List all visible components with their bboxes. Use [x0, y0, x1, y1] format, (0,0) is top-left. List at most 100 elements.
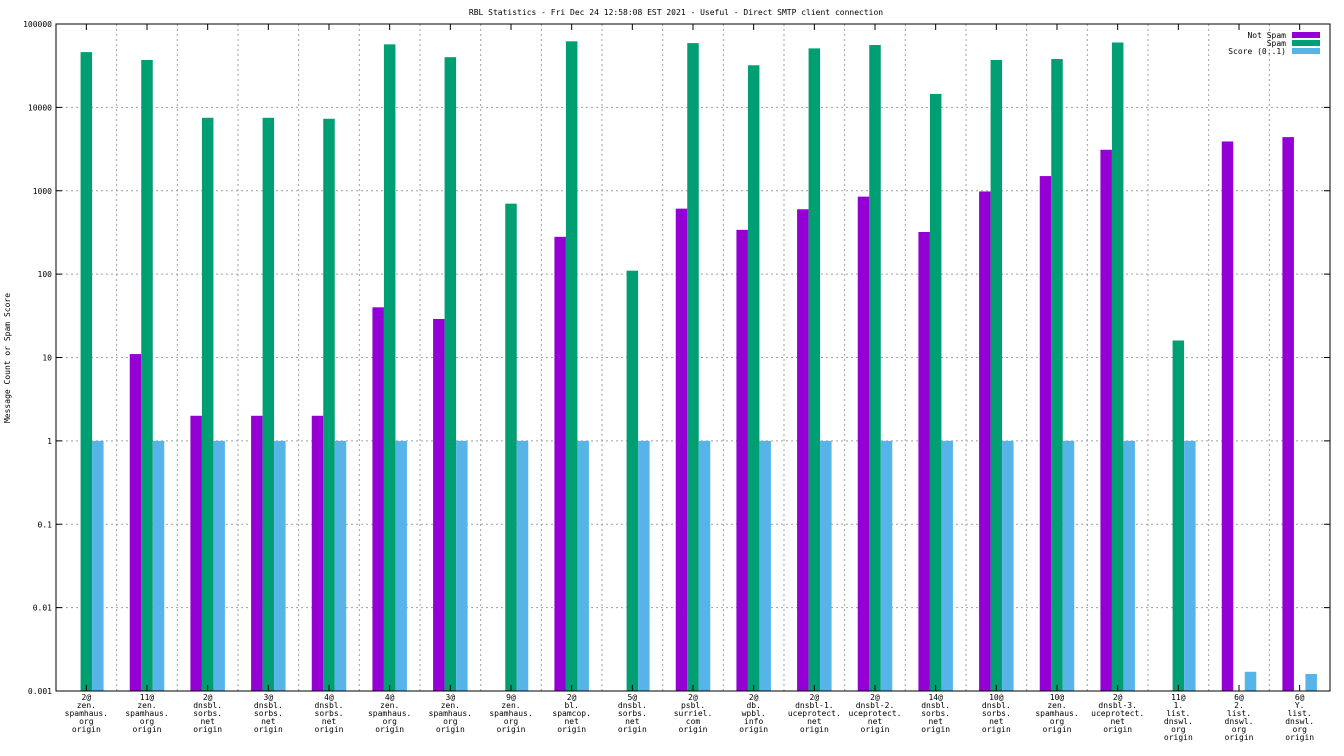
- x-tick-label: spamhaus.: [429, 709, 472, 718]
- x-tick-label: origin: [1225, 733, 1254, 742]
- bar-not-spam: [1039, 176, 1052, 692]
- legend-swatch: [1292, 40, 1320, 46]
- bar-score-0-1: [1062, 440, 1075, 691]
- x-tick-label: net: [564, 717, 579, 726]
- x-tick-label: spamcop.: [552, 709, 591, 718]
- x-tick-label: origin: [982, 725, 1011, 734]
- bar-spam: [505, 203, 517, 691]
- x-tick-label: uceprotect.: [849, 709, 902, 718]
- x-tick-label: dnswl.: [1164, 717, 1193, 726]
- x-tick-label: net: [200, 717, 215, 726]
- bar-not-spam: [918, 232, 930, 691]
- x-tick-label: dnsbl.: [254, 701, 283, 710]
- x-tick-label: 3@: [446, 693, 456, 702]
- x-tick-label: spamhaus.: [368, 709, 411, 718]
- y-tick-label: 10: [42, 354, 52, 363]
- bar-score-0-1: [516, 440, 529, 691]
- x-tick-label: origin: [1164, 733, 1193, 742]
- x-tick-label: org: [1171, 725, 1186, 734]
- x-tick-label: zen.: [1047, 701, 1066, 710]
- x-tick-label: zen.: [501, 701, 520, 710]
- bar-not-spam: [979, 191, 991, 692]
- x-tick-label: dnswl.: [1225, 717, 1254, 726]
- chart-title: RBL Statistics - Fri Dec 24 12:58:08 EST…: [469, 8, 883, 17]
- y-tick-label: 0.01: [33, 604, 52, 613]
- x-tick-label: sorbs.: [254, 709, 283, 718]
- x-tick-label: 5@: [628, 693, 638, 702]
- x-tick-label: zen.: [77, 701, 96, 710]
- bar-score-0-1: [152, 440, 165, 691]
- bar-score-0-1: [1305, 673, 1317, 691]
- x-tick-label: org: [140, 717, 155, 726]
- x-tick-label: 4@: [385, 693, 395, 702]
- x-tick-label: zen.: [441, 701, 460, 710]
- bar-spam: [1172, 340, 1185, 691]
- x-tick-label: origin: [1103, 725, 1132, 734]
- y-tick-label: 1000: [33, 187, 52, 196]
- x-tick-label: sorbs.: [921, 709, 950, 718]
- bar-not-spam: [311, 415, 324, 691]
- x-tick-label: spamhaus.: [65, 709, 108, 718]
- x-tick-label: origin: [497, 725, 526, 734]
- x-tick-label: 3@: [264, 693, 274, 702]
- bar-score-0-1: [941, 440, 953, 691]
- bar-score-0-1: [92, 440, 104, 691]
- x-tick-label: 10@: [989, 693, 1004, 702]
- x-tick-label: spamhaus.: [489, 709, 532, 718]
- bar-score-0-1: [759, 440, 771, 691]
- x-tick-label: net: [807, 717, 822, 726]
- y-tick-label: 0.1: [38, 520, 53, 529]
- x-tick-label: origin: [739, 725, 768, 734]
- bar-spam: [1051, 59, 1063, 692]
- bars: [80, 41, 1317, 692]
- x-tick-label: zen.: [137, 701, 156, 710]
- legend-label: Score (0..1): [1228, 47, 1286, 56]
- x-tick-label: dnsbl.: [193, 701, 222, 710]
- bar-score-0-1: [395, 440, 407, 691]
- x-tick-label: 6@: [1295, 693, 1305, 702]
- x-tick-label: dnsbl-2.: [856, 701, 895, 710]
- bar-spam: [747, 65, 760, 691]
- x-tick-label: list.: [1227, 709, 1251, 718]
- bar-spam: [201, 117, 214, 692]
- y-tick-label: 100000: [23, 20, 52, 29]
- bar-spam: [323, 118, 335, 692]
- plot-frame: [55, 23, 1331, 692]
- bar-spam: [1111, 42, 1124, 691]
- x-tick-label: wpbl.: [742, 709, 766, 718]
- bar-spam: [383, 44, 396, 691]
- x-tick-label: net: [868, 717, 883, 726]
- bar-not-spam: [372, 307, 384, 691]
- x-tick-label: psbl.: [681, 701, 705, 710]
- x-tick-label: 11@: [140, 693, 155, 702]
- x-tick-label: origin: [254, 725, 283, 734]
- bar-spam: [80, 52, 93, 692]
- x-tick-label: origin: [921, 725, 950, 734]
- x-tick-label: org: [504, 717, 519, 726]
- x-tick-label: dnswl.: [1285, 717, 1314, 726]
- x-tick-label: dnsbl.: [315, 701, 344, 710]
- x-tick-label: 2@: [870, 693, 880, 702]
- bar-not-spam: [1282, 137, 1294, 692]
- x-tick-label: 9@: [506, 693, 516, 702]
- x-tick-label: sorbs.: [315, 709, 344, 718]
- bar-score-0-1: [456, 440, 468, 691]
- bar-score-0-1: [1123, 440, 1135, 691]
- bar-score-0-1: [880, 440, 893, 691]
- y-tick-label: 10000: [28, 103, 52, 112]
- x-tick-label: net: [261, 717, 276, 726]
- x-tick-label: origin: [436, 725, 465, 734]
- x-tick-label: spamhaus.: [1035, 709, 1078, 718]
- x-tick-label: dnsbl-3.: [1098, 701, 1137, 710]
- bar-spam: [262, 117, 275, 692]
- x-tick-label: origin: [1285, 733, 1314, 742]
- x-tick-label: sorbs.: [193, 709, 222, 718]
- x-tick-label: db.: [746, 701, 760, 710]
- x-tick-label: dnsbl.: [618, 701, 647, 710]
- bar-not-spam: [554, 236, 566, 691]
- x-tick-label: origin: [679, 725, 708, 734]
- bar-not-spam: [251, 415, 263, 691]
- bar-score-0-1: [820, 440, 832, 691]
- bar-score-0-1: [698, 440, 711, 691]
- bar-not-spam: [857, 196, 870, 691]
